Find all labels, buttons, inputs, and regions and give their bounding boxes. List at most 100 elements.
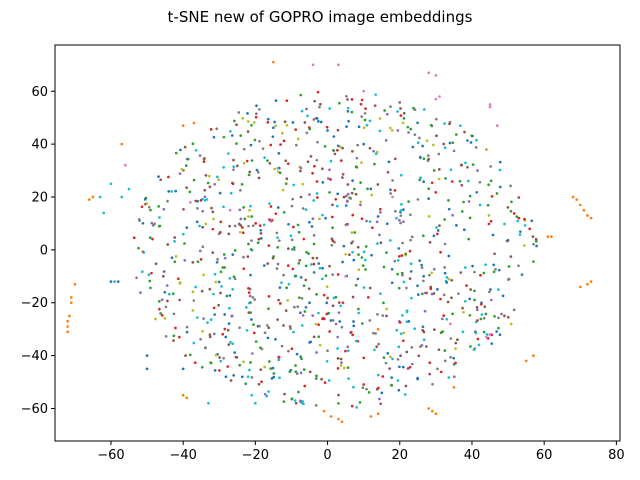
data-point [409, 238, 413, 242]
data-point [531, 235, 535, 238]
data-point [250, 123, 253, 127]
data-point [211, 227, 215, 231]
data-point [235, 123, 238, 127]
data-point [208, 185, 212, 189]
data-point [349, 197, 353, 200]
data-point [336, 273, 340, 276]
data-point [434, 117, 438, 121]
data-point [436, 288, 439, 291]
data-point [430, 271, 434, 275]
data-point [189, 200, 192, 204]
data-point [422, 274, 426, 278]
data-point [165, 284, 169, 287]
data-point [416, 198, 420, 201]
data-point [459, 124, 462, 128]
data-point [170, 256, 174, 260]
data-point [376, 242, 379, 245]
data-point [68, 314, 71, 318]
data-point [273, 167, 277, 171]
data-point [318, 266, 322, 270]
data-point [407, 320, 411, 323]
data-point [314, 377, 318, 380]
data-point [438, 224, 441, 227]
data-point [227, 343, 231, 346]
data-point [397, 388, 401, 392]
data-point [214, 353, 218, 357]
data-point [361, 264, 365, 267]
data-point [257, 237, 261, 241]
data-point [250, 239, 253, 243]
data-point [298, 399, 302, 403]
data-point [518, 233, 522, 236]
data-point [166, 243, 170, 246]
data-point [238, 230, 242, 234]
data-point [362, 356, 366, 360]
data-point [259, 228, 263, 232]
data-point [385, 251, 388, 254]
data-point [208, 333, 212, 337]
data-point [356, 143, 360, 147]
data-point [267, 244, 271, 247]
data-point [497, 316, 500, 320]
data-point [431, 382, 434, 386]
data-point [475, 306, 479, 309]
data-point [236, 164, 239, 168]
data-point [589, 280, 593, 283]
data-point [258, 324, 261, 328]
data-point [207, 401, 210, 405]
data-point [246, 375, 250, 379]
data-point [267, 360, 271, 363]
data-point [409, 127, 413, 131]
data-point [247, 173, 251, 177]
data-point [328, 168, 331, 172]
data-point [204, 222, 208, 226]
data-point [398, 101, 402, 104]
data-point [367, 390, 371, 394]
data-point [231, 182, 235, 186]
data-point [312, 262, 316, 266]
data-point [149, 286, 152, 290]
data-point [318, 343, 322, 347]
data-point [182, 207, 185, 211]
data-point [262, 223, 266, 227]
data-point [385, 222, 389, 226]
data-point [344, 194, 348, 198]
data-point [346, 349, 350, 353]
data-point [484, 312, 488, 316]
data-point [183, 145, 187, 149]
data-point [304, 278, 308, 282]
data-point [429, 287, 433, 291]
data-point [408, 365, 412, 369]
data-point [233, 351, 237, 354]
data-point [497, 288, 500, 291]
data-point [148, 236, 152, 239]
data-point [285, 123, 289, 127]
data-point [586, 214, 589, 217]
data-point [232, 374, 236, 377]
data-point [282, 210, 286, 214]
data-point [534, 237, 538, 241]
data-point [434, 97, 438, 101]
data-point [484, 263, 487, 267]
data-point [232, 158, 235, 162]
data-point [276, 206, 280, 209]
data-point [315, 374, 318, 378]
data-point [341, 301, 345, 305]
data-point [503, 222, 506, 226]
chart-title: t-SNE new of GOPRO image embeddings [168, 8, 473, 26]
data-point [382, 356, 386, 360]
data-point [284, 182, 288, 186]
data-point [465, 284, 468, 287]
data-point [331, 273, 335, 276]
data-point [271, 366, 275, 370]
data-point [216, 258, 219, 261]
data-point [368, 319, 372, 322]
data-point [267, 295, 271, 298]
data-point [252, 331, 256, 335]
data-point [311, 171, 314, 175]
data-point [241, 117, 245, 120]
data-point [368, 146, 372, 150]
data-point [321, 317, 324, 321]
data-point [494, 268, 497, 271]
data-point [388, 367, 391, 370]
